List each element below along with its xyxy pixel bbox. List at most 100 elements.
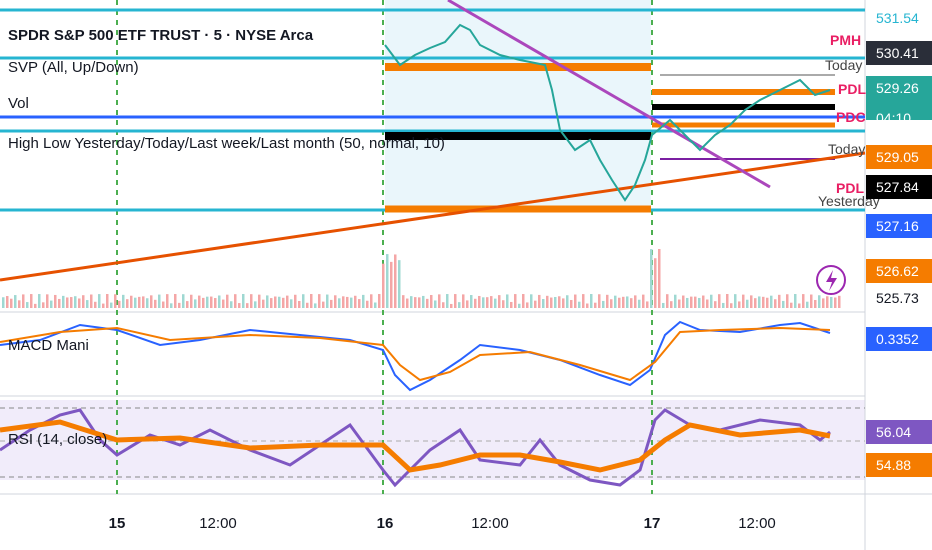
volume-bar xyxy=(754,298,757,308)
volume-bar xyxy=(62,295,65,308)
volume-bar xyxy=(110,302,113,308)
price-badge xyxy=(866,76,932,120)
volume-bars xyxy=(2,249,841,308)
symbol-title: SPDR S&P 500 ETF TRUST · 5 · NYSE Arca xyxy=(8,27,314,44)
volume-bar xyxy=(658,249,661,308)
time-label: 17 xyxy=(644,515,661,532)
volume-bar xyxy=(406,298,409,308)
volume-bar xyxy=(370,294,373,308)
volume-bar xyxy=(302,294,305,308)
price-label: 56.04 xyxy=(876,424,911,440)
volume-bar xyxy=(654,258,657,308)
level-label: Yesterday xyxy=(818,193,880,209)
volume-bar xyxy=(174,294,177,308)
volume-bar xyxy=(74,296,77,308)
volume-bar xyxy=(466,300,469,308)
time-label: 12:00 xyxy=(199,515,237,532)
volume-bar xyxy=(374,302,377,308)
volume-bar xyxy=(778,294,781,308)
signal-line xyxy=(0,326,831,382)
volume-bar xyxy=(698,297,701,308)
volume-bar xyxy=(322,301,325,308)
volume-bar xyxy=(186,301,189,308)
volume-bar xyxy=(790,302,793,308)
volume-bar xyxy=(586,303,589,308)
time-label: 15 xyxy=(109,515,126,532)
alert-icon[interactable] xyxy=(816,265,846,295)
price-label: 529.05 xyxy=(876,149,919,165)
volume-bar xyxy=(222,299,225,308)
level-label: Today xyxy=(828,141,865,157)
volume-bar xyxy=(274,296,277,308)
volume-bar xyxy=(54,294,57,308)
volume-bar xyxy=(242,294,245,308)
volume-bar xyxy=(750,295,753,308)
volume-bar xyxy=(118,300,121,308)
volume-bar xyxy=(106,294,109,308)
volume-bar xyxy=(158,294,161,308)
volume-bar xyxy=(482,297,485,308)
volume-bar xyxy=(170,303,173,308)
volume-bar xyxy=(826,296,829,308)
volume-bar xyxy=(394,254,397,308)
volume-bar xyxy=(438,294,441,308)
volume-bar xyxy=(822,298,825,308)
volume-bar xyxy=(510,301,513,308)
volume-bar xyxy=(246,303,249,308)
time-label: 16 xyxy=(377,515,394,532)
level-label: PDL xyxy=(836,180,864,196)
volume-bar xyxy=(494,298,497,308)
volume-bar xyxy=(582,294,585,308)
volume-bar xyxy=(402,295,405,308)
volume-bar xyxy=(526,302,529,308)
volume-bar xyxy=(534,300,537,308)
volume-bar xyxy=(10,298,13,308)
volume-bar xyxy=(678,299,681,308)
volume-bar xyxy=(566,295,569,308)
volume-bar xyxy=(458,302,461,308)
volume-bar xyxy=(818,295,821,308)
level-label: PDL xyxy=(838,81,866,97)
volume-bar xyxy=(590,294,593,308)
alert-bolt[interactable] xyxy=(826,270,837,291)
volume-bar xyxy=(122,294,125,308)
volume-bar xyxy=(194,299,197,308)
volume-bar xyxy=(226,294,229,308)
volume-bar xyxy=(706,299,709,308)
volume-bar xyxy=(66,297,69,308)
price-label: 525.73 xyxy=(876,290,919,306)
volume-bar xyxy=(814,299,817,308)
volume-bar xyxy=(690,296,693,308)
volume-bar xyxy=(766,297,769,308)
price-label: 04:10 xyxy=(876,110,911,126)
volume-bar xyxy=(638,299,641,308)
volume-bar xyxy=(478,295,481,308)
volume-bar xyxy=(58,298,61,308)
volume-bar xyxy=(486,297,489,308)
volume-bar xyxy=(762,296,765,308)
volume-bar xyxy=(390,261,393,308)
volume-bar xyxy=(554,296,557,308)
volume-bar xyxy=(442,302,445,308)
volume-bar xyxy=(282,297,285,308)
volume-bar xyxy=(138,296,141,308)
volume-bar xyxy=(166,294,169,308)
volume-bar xyxy=(146,298,149,308)
volume-bar xyxy=(810,294,813,308)
price-badge xyxy=(866,214,932,238)
volume-bar xyxy=(630,298,633,308)
price-label: 529.26 xyxy=(876,80,919,96)
volume-bar xyxy=(642,294,645,308)
volume-bar xyxy=(30,294,33,308)
volume-bar xyxy=(646,301,649,308)
trend-line xyxy=(447,0,771,189)
price-label: 530.41 xyxy=(876,45,919,61)
volume-bar xyxy=(446,294,449,308)
volume-bar xyxy=(130,295,133,308)
volume-bar xyxy=(342,296,345,308)
volume-bar xyxy=(398,260,401,308)
pane-legend: MACD Mani xyxy=(8,337,89,354)
volume-bar xyxy=(114,294,117,308)
volume-bar xyxy=(730,303,733,308)
volume-bar xyxy=(198,295,201,308)
